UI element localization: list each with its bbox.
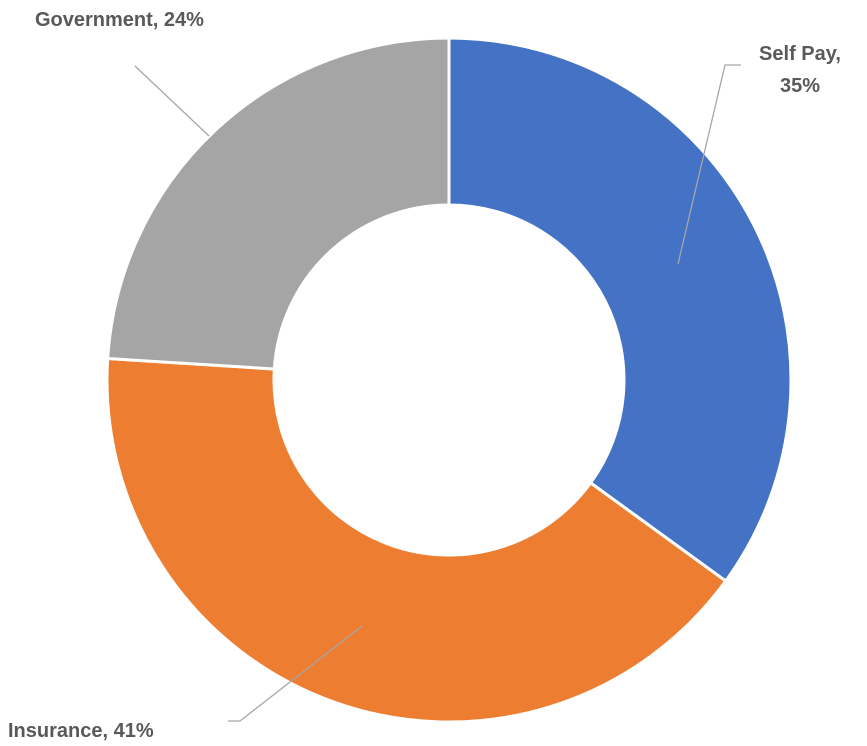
- data-label-self-pay: Self Pay, 35%: [759, 43, 841, 97]
- leader-line-government: [134, 65, 210, 137]
- slice-insurance: [105, 356, 728, 724]
- data-label-line: Government, 24%: [35, 9, 204, 31]
- data-label-line: Self Pay,: [759, 43, 841, 65]
- data-labels: Self Pay, 35% Insurance, 41% Government, 24…: [8, 9, 841, 742]
- data-label-line: 35%: [780, 75, 820, 97]
- slice-government: [106, 36, 451, 371]
- leader-lines: [134, 64, 741, 722]
- data-label-line: Insurance, 41%: [8, 720, 154, 742]
- slice-self-pay: [447, 36, 793, 584]
- leader-line-self-pay: [677, 64, 741, 265]
- data-label-insurance: Insurance, 41%: [8, 720, 154, 742]
- donut-slices: [105, 36, 793, 724]
- data-label-government: Government, 24%: [35, 9, 204, 31]
- leader-line-insurance: [228, 625, 363, 722]
